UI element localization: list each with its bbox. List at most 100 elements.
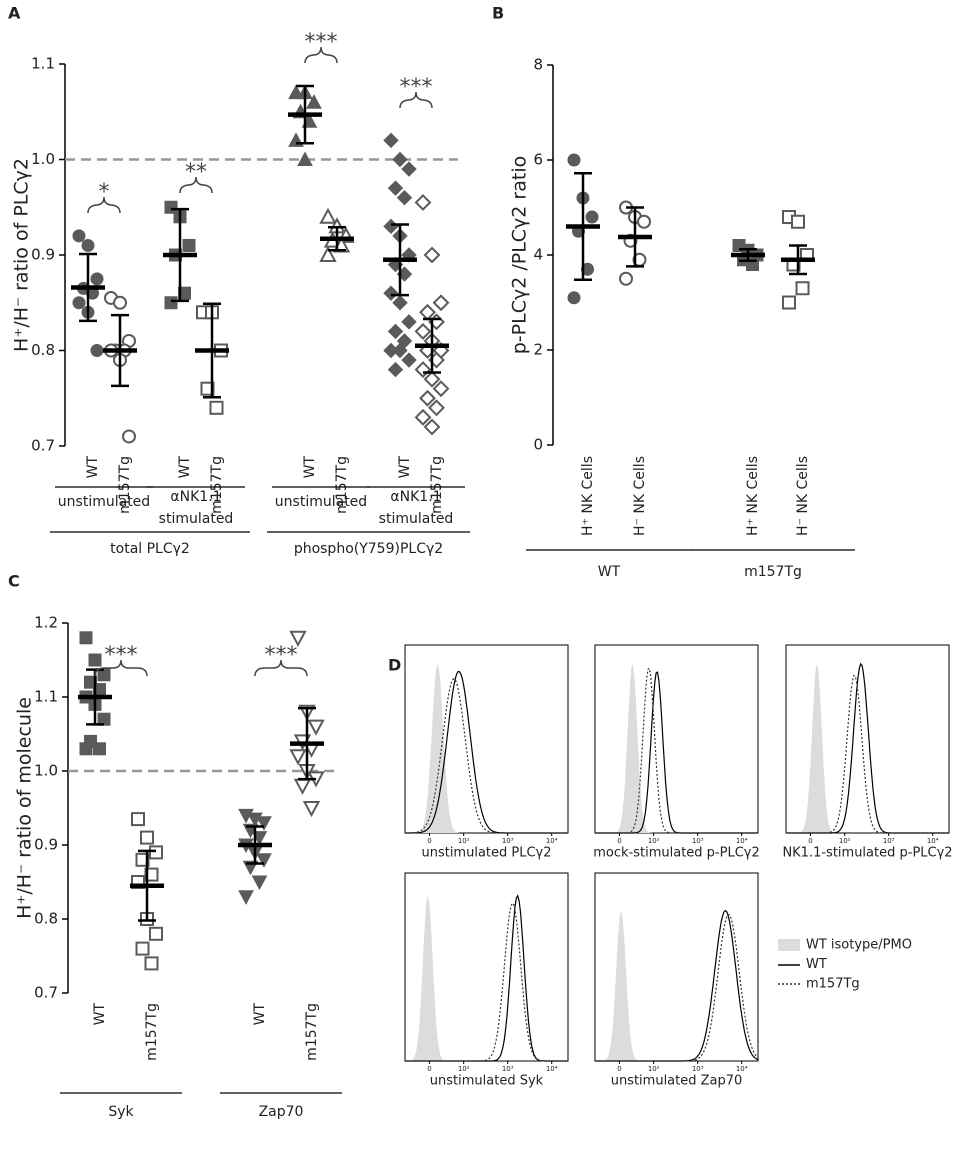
point: [396, 189, 413, 206]
significance-brace: [304, 46, 338, 64]
point: [423, 370, 441, 388]
point: [319, 207, 337, 224]
condition-label: αNK1.1: [170, 489, 221, 505]
y-tick-label: 0.8: [34, 910, 58, 928]
y-tick-label: 1.2: [34, 614, 58, 632]
point: [637, 214, 651, 229]
x-tick-label: m157Tg: [304, 1003, 320, 1061]
point: [306, 94, 322, 109]
x-tick-label: WT: [397, 456, 413, 479]
point: [392, 295, 408, 311]
point: [432, 380, 450, 398]
point: [149, 845, 163, 860]
histogram-title: unstimulated PLCγ2: [421, 846, 551, 861]
isotype-histogram: [405, 895, 568, 1061]
y-tick-label: 0.7: [31, 437, 55, 455]
y-tick-label: 6: [533, 151, 543, 169]
point: [79, 742, 93, 756]
legend-label: m157Tg: [806, 977, 860, 992]
point: [423, 418, 441, 436]
condition-label: αNK1.1: [390, 489, 441, 505]
point: [289, 749, 307, 766]
histogram-tick-label: 10³: [692, 837, 704, 845]
m157tg-histogram: [405, 902, 568, 1062]
condition-label: stimulated: [159, 511, 234, 527]
legend-label: WT: [806, 957, 827, 972]
point: [113, 295, 127, 310]
isotype-histogram: [595, 664, 758, 833]
y-tick-label: 4: [533, 246, 543, 264]
point: [140, 830, 154, 845]
significance-brace: [94, 659, 148, 677]
point: [164, 296, 178, 310]
x-tick-label: H⁺ NK Cells: [580, 456, 596, 536]
point: [79, 631, 93, 645]
histogram-tick-label: 10²: [648, 837, 660, 845]
point: [90, 272, 104, 286]
histogram-frame: [594, 644, 759, 834]
histogram-tick-label: 10³: [502, 837, 514, 845]
x-tick-label: WT: [85, 456, 101, 479]
histogram-tick-label: 0: [427, 837, 431, 845]
point: [387, 180, 404, 196]
x-tick-label: WT: [252, 1003, 268, 1026]
histogram-title: NK1.1-stimulated p-PLCγ2: [782, 846, 952, 861]
point: [401, 352, 417, 368]
m157tg-histogram: [786, 674, 949, 834]
significance-label: **: [185, 160, 207, 185]
point: [144, 867, 159, 882]
point: [782, 295, 796, 310]
histogram-tick-label: 0: [617, 837, 621, 845]
m157tg-histogram: [405, 678, 568, 834]
y-tick-label: 8: [533, 56, 543, 74]
significance-brace: [87, 196, 121, 214]
point: [387, 323, 404, 340]
point: [414, 322, 432, 340]
point: [383, 285, 399, 301]
y-tick-label: 1.1: [31, 55, 55, 73]
histogram-tick-label: 10⁴: [927, 837, 939, 845]
y-axis-label: H⁺/H⁻ ratio of PLCγ2: [11, 158, 33, 352]
significance-brace: [179, 176, 213, 194]
y-tick-label: 1.0: [31, 150, 55, 168]
histogram-tick-label: 10²: [839, 837, 851, 845]
histogram-title: mock-stimulated p-PLCγ2: [593, 846, 760, 861]
histogram-tick-label: 10³: [502, 1065, 514, 1073]
point: [387, 361, 404, 378]
point: [401, 161, 417, 177]
point: [122, 429, 136, 444]
x-tick-label: H⁻ NK Cells: [632, 456, 648, 536]
y-tick-label: 0.7: [34, 984, 58, 1002]
point: [419, 389, 436, 407]
point: [307, 719, 325, 736]
panel-letter: A: [8, 4, 21, 23]
histogram-tick-label: 10⁴: [736, 837, 748, 845]
legend-label: WT isotype/PMO: [806, 938, 912, 953]
point: [209, 400, 224, 415]
point: [81, 238, 95, 252]
x-tick-label: WT: [302, 456, 318, 479]
histogram-tick-label: 10⁴: [546, 837, 558, 845]
point: [414, 361, 432, 379]
point: [144, 956, 159, 971]
x-tick-label: WT: [177, 456, 193, 479]
isotype-histogram: [405, 663, 568, 833]
point: [423, 246, 441, 264]
section-label: phospho(Y759)PLCγ2: [294, 541, 443, 557]
histogram-tick-label: 10⁴: [736, 1065, 748, 1073]
section-label: Zap70: [259, 1104, 304, 1120]
significance-label: ***: [265, 643, 298, 668]
wt-histogram: [405, 894, 568, 1062]
point: [581, 262, 594, 276]
panel-letter: D: [388, 656, 401, 675]
x-tick-label: m157Tg: [334, 456, 350, 514]
point: [135, 852, 150, 867]
point: [135, 941, 150, 956]
condition-label: unstimulated: [58, 494, 150, 510]
point: [383, 218, 399, 235]
section-label: WT: [598, 564, 621, 580]
significance-brace: [254, 659, 308, 677]
x-tick-label: m157Tg: [117, 456, 133, 514]
point: [72, 229, 86, 243]
